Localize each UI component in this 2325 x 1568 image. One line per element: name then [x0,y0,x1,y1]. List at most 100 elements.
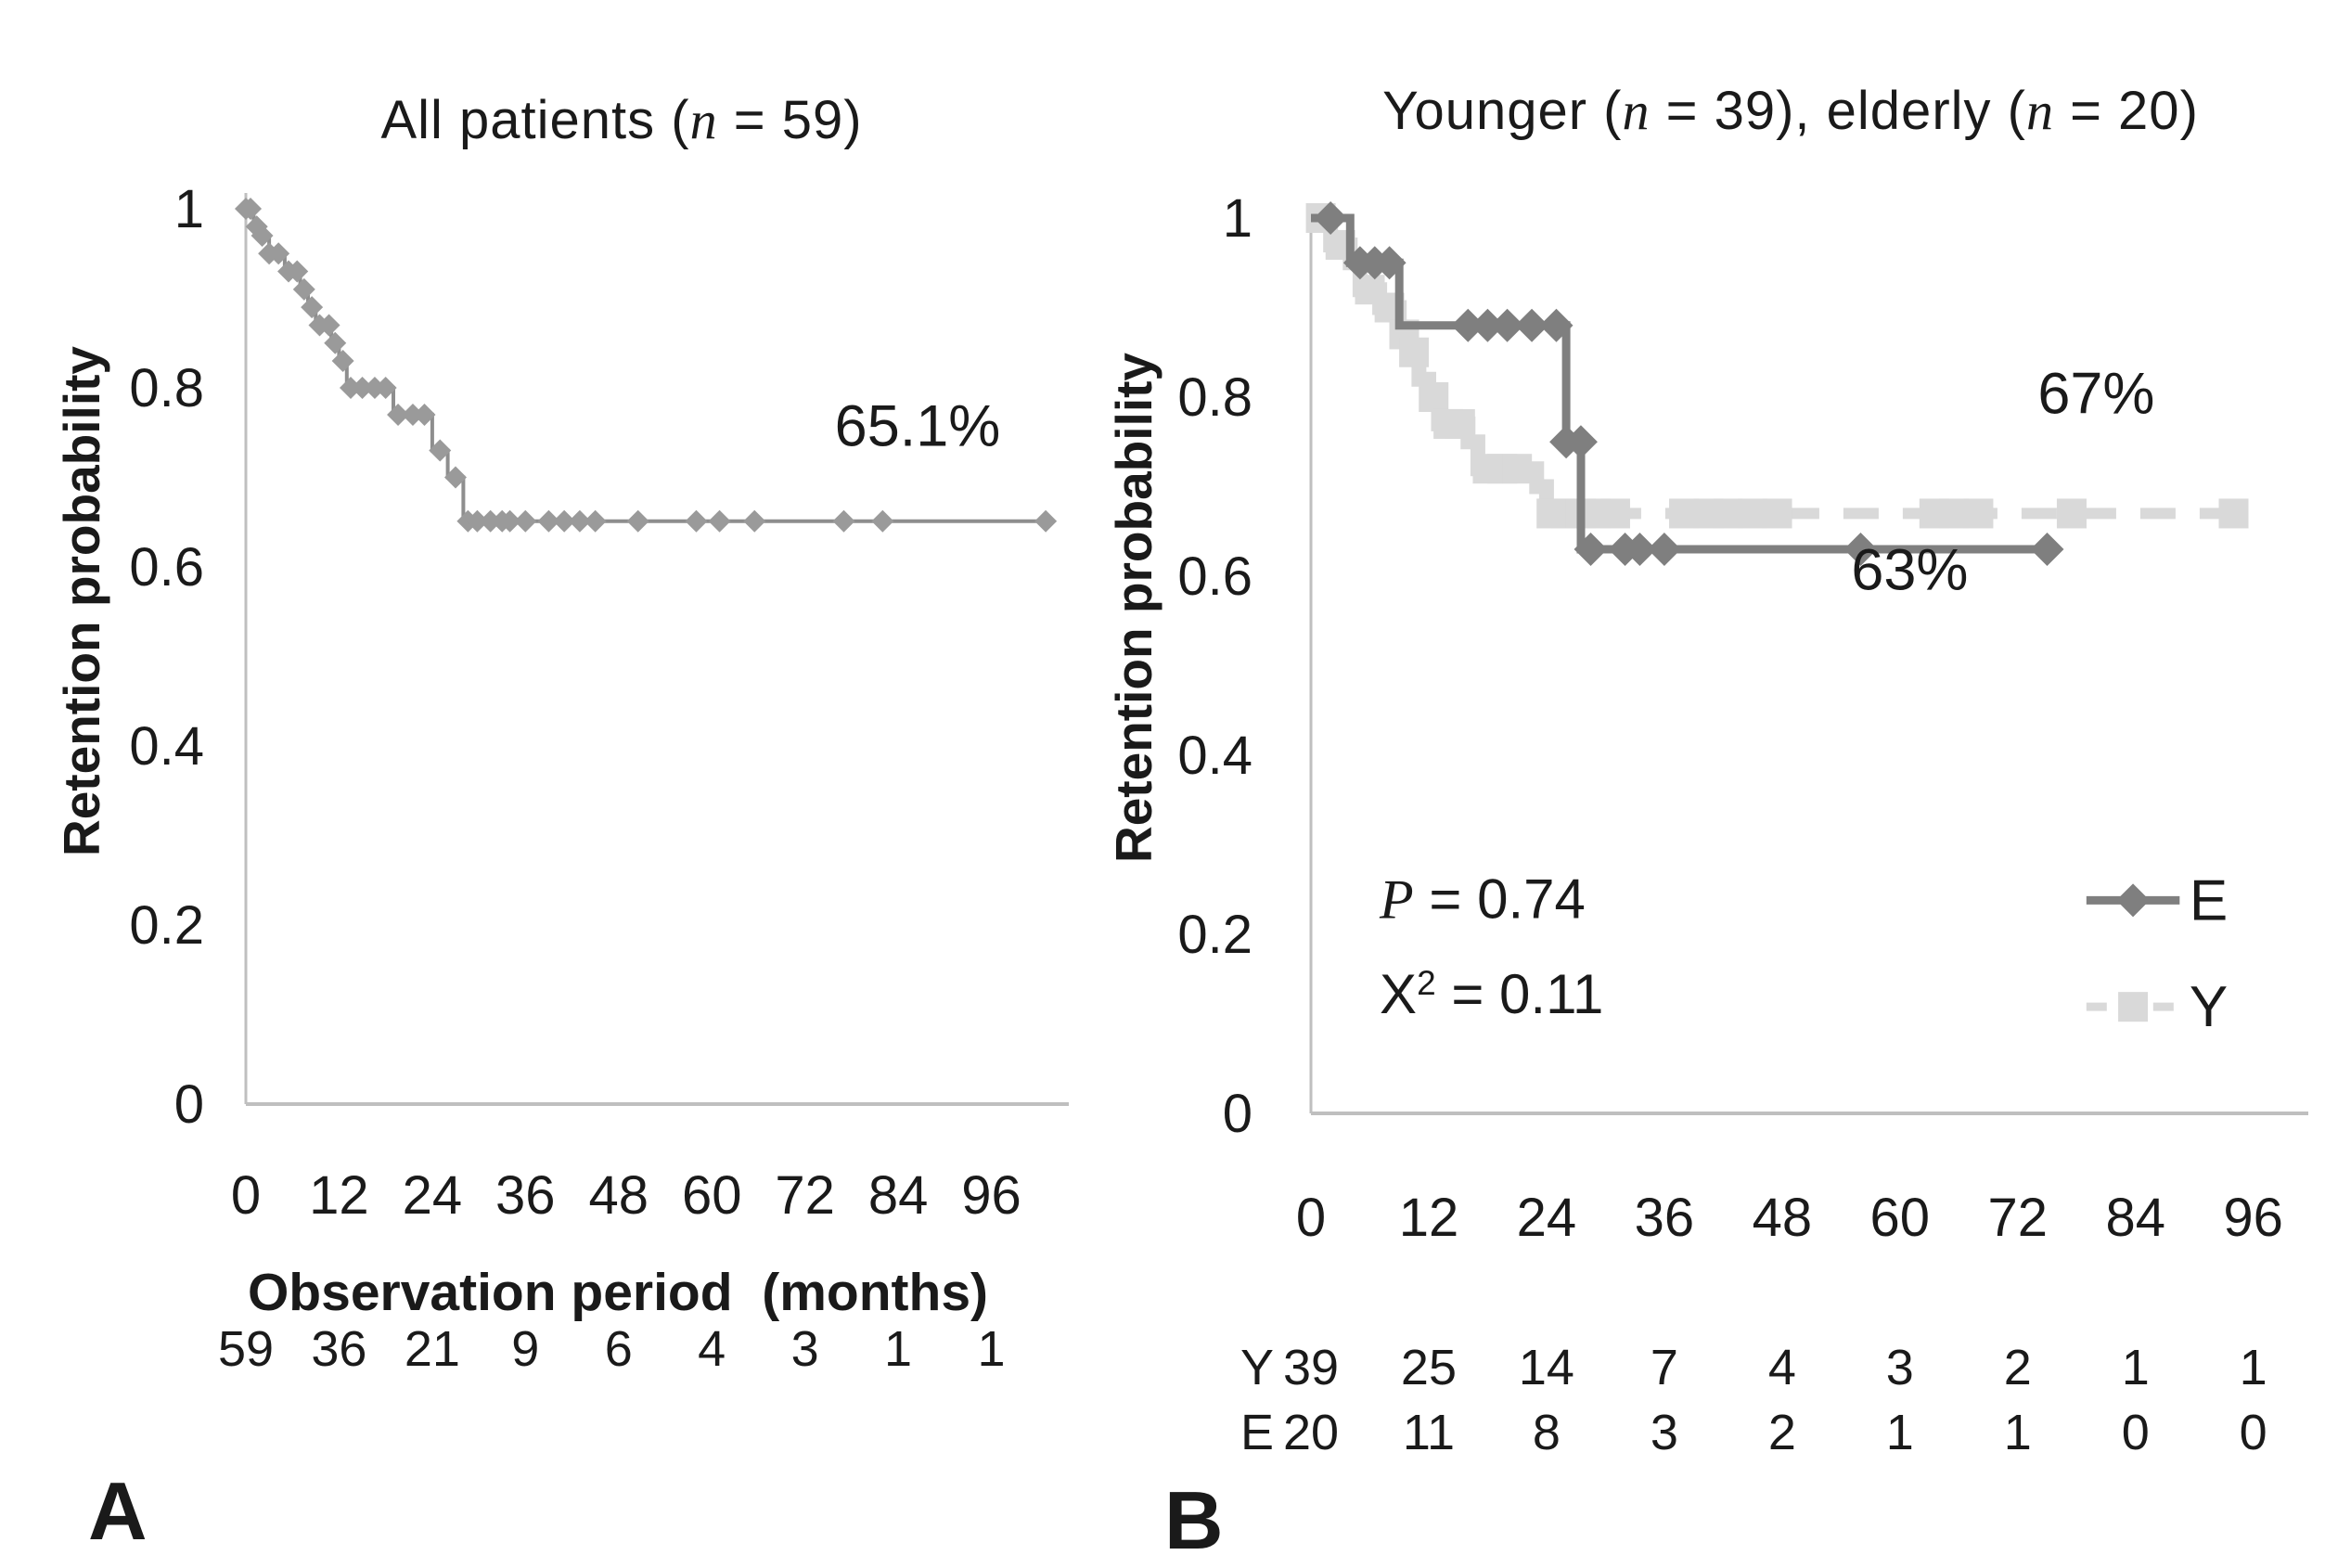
censor-marker-E [1647,533,1681,567]
risk-count: 0 [2122,1405,2150,1460]
censor-marker-E [2030,533,2064,567]
risk-count: 1 [977,1321,1005,1377]
risk-count: 1 [884,1321,912,1377]
panel-b-title-n-italic: n [1622,81,1651,141]
censor-marker-all [301,296,324,319]
risk-count-segment: 9 [511,1321,539,1377]
risk-count: 7 [1651,1340,1678,1395]
risk-count-segment: 3 [791,1321,819,1377]
annotation: 65.1% [835,394,1001,459]
x-tick-label: 36 [1635,1188,1695,1248]
censor-marker-all [498,509,521,533]
risk-count: 1 [2240,1340,2267,1395]
x-tick-label-segment: 0 [231,1165,261,1226]
y-tick-label-segment: 1 [174,179,204,239]
legend-label-E: E [2190,868,2228,932]
annotation-segment: 2 [1417,964,1436,1002]
risk-count: 11 [1403,1405,1455,1460]
risk-count: 2 [1768,1405,1796,1460]
risk-count-segment: 1 [2122,1340,2150,1395]
censor-marker-all [324,331,347,354]
risk-count: 1 [2004,1405,2032,1460]
panel-a-xlabel: Observation period (months) [247,1263,989,1322]
y-tick-label-segment: 0 [1223,1084,1252,1144]
censor-marker-all [250,224,274,247]
legend-label-Y: Y [2190,975,2228,1039]
x-tick-label-segment: 60 [1870,1188,1931,1248]
censor-marker-E [1490,308,1524,342]
panel-b-ylabel: Retention probability [1105,353,1162,863]
risk-count-segment: 3 [1651,1405,1678,1460]
x-tick-label-segment: 36 [1635,1188,1695,1248]
x-tick-label: 84 [868,1165,929,1226]
censor-marker-all [239,198,263,220]
panel-b-title: Younger (n = 39), elderly (n = 20) [1278,80,2303,142]
censor-marker-all [514,509,537,533]
panel-a-title-n-italic: n [689,90,718,150]
y-tick-label-segment: 0.6 [1177,546,1252,607]
x-tick-label: 96 [2223,1188,2283,1248]
censor-marker-all [267,242,290,265]
censor-marker-all [1034,509,1058,533]
risk-count-segment: 20 [1283,1405,1339,1460]
risk-count-segment: 2 [1768,1405,1796,1460]
risk-row-prefix-segment: E [1240,1405,1274,1460]
annotation-segment: 63% [1851,537,1968,602]
risk-count: 4 [698,1321,726,1377]
panel-a-label: A [88,1465,148,1557]
censor-marker-all [339,377,362,399]
y-tick-label-segment: 0 [174,1074,204,1135]
risk-count-segment: 6 [605,1321,633,1377]
x-tick-label: 72 [1988,1188,2049,1248]
risk-count: 1 [1886,1405,1914,1460]
x-tick-label: 24 [403,1165,463,1226]
x-tick-label-segment: 72 [1988,1188,2049,1248]
x-tick-label-segment: 84 [868,1165,929,1226]
y-tick-label: 0.8 [1177,367,1252,428]
censor-marker-all [317,314,340,337]
panel-b-title-text: Younger ( [1382,81,1623,141]
censor-marker-all [413,403,436,426]
y-tick-label-segment: 0.8 [129,358,204,418]
risk-count-segment: 1 [1886,1405,1914,1460]
x-tick-label-segment: 60 [682,1165,742,1226]
y-tick-label: 0.8 [129,358,204,418]
risk-count-segment: 21 [405,1321,460,1377]
censor-marker-all [401,403,424,426]
y-tick-label: 0.6 [1177,546,1252,607]
annotation-segment: = 0.11 [1436,963,1604,1025]
risk-count-segment: 59 [218,1321,274,1377]
x-tick-label-segment: 48 [1753,1188,1813,1248]
censor-marker-Y [1762,498,1792,529]
x-tick-label: 48 [589,1165,649,1226]
y-tick-label-segment: 0.2 [129,895,204,956]
y-tick-label-segment: 1 [1223,188,1252,249]
censor-marker-all [708,509,731,533]
censor-marker-all [743,509,766,533]
censor-marker-E [1451,308,1485,342]
series-line-all [246,207,1047,523]
x-tick-label: 84 [2105,1188,2165,1248]
y-tick-label: 0 [174,1074,204,1135]
risk-row-prefix: E [1240,1405,1274,1460]
censor-marker-all [429,439,452,462]
annotation-segment: = 0.74 [1414,868,1586,931]
x-tick-label: 0 [231,1165,261,1226]
censor-marker-Y [1963,498,1994,529]
censor-marker-all [443,466,467,489]
annotation: 63% [1851,537,1968,602]
risk-count: 14 [1519,1340,1574,1395]
panel-b-label: B [1164,1474,1224,1566]
risk-count-segment: 11 [1403,1405,1455,1460]
risk-count: 3 [1651,1405,1678,1460]
y-tick-label-segment: 0.2 [1177,905,1252,965]
annotation-segment: 65.1% [835,394,1001,459]
censor-marker-all [292,277,315,301]
censor-marker-E [1314,201,1348,235]
panel-a-title: All patients (n = 59) [213,89,1030,151]
risk-count: 25 [1401,1340,1457,1395]
